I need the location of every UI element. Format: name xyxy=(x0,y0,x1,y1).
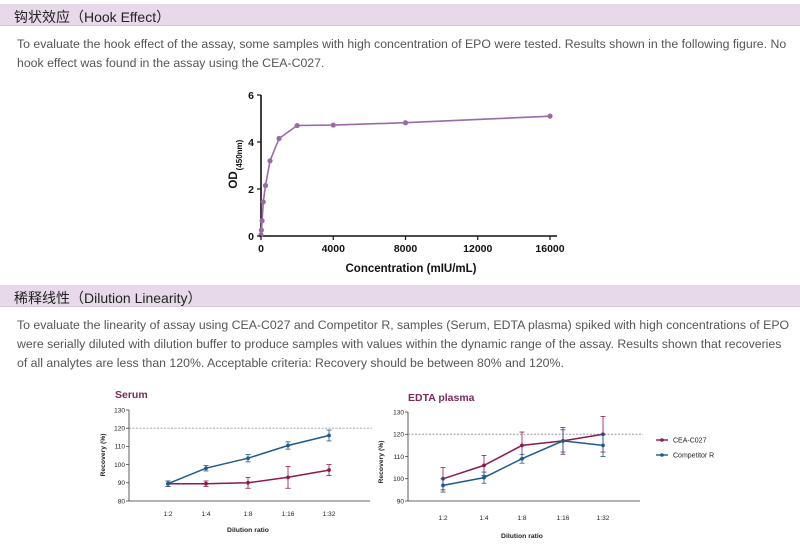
serum-x-tick-label: 1:2 xyxy=(163,511,172,518)
edta-y-axis-label: Recovery (%) xyxy=(378,440,385,483)
hook-x-axis-label: Concentration (mIU/mL) xyxy=(346,263,477,275)
hook-data-point xyxy=(258,227,264,233)
serum-marks xyxy=(129,427,372,489)
hook-data-point xyxy=(267,158,273,164)
serum-y-tick-label: 90 xyxy=(118,480,126,487)
hook-data-point xyxy=(276,135,282,142)
serum-y-axis-label: Recovery (%) xyxy=(100,433,107,476)
hook-y-tick-label: 6 xyxy=(248,90,254,102)
serum-cea-point xyxy=(327,468,331,472)
hook-y-axis-label: OD xyxy=(228,171,240,188)
edta-cea-point xyxy=(520,443,524,448)
edta-competitor-point xyxy=(482,475,486,480)
edta-competitor-point xyxy=(520,456,524,461)
dilution-linearity-title: 稀释线性（Dilution Linearity） xyxy=(14,290,202,306)
serum-x-axis-label: Dilution ratio xyxy=(227,527,269,534)
serum-cea-point xyxy=(204,481,208,486)
serum-x-tick-label: 1:4 xyxy=(201,511,210,518)
hook-data-point xyxy=(402,120,409,126)
edta-marks xyxy=(408,416,643,493)
serum-competitor-point xyxy=(286,443,290,448)
hook-x-tick-label: 0 xyxy=(258,243,264,255)
edta-x-tick-label: 1:8 xyxy=(517,515,526,522)
edta-x-axis-label: Dilution ratio xyxy=(501,533,543,540)
edta-y-tick-label: 120 xyxy=(393,432,404,439)
dilution-linearity-header: 稀释线性（Dilution Linearity） xyxy=(0,285,800,307)
hook-data-point xyxy=(294,122,300,129)
serum-cea-point xyxy=(246,480,250,485)
serum-y-tick-label: 80 xyxy=(118,498,126,505)
legend-cea-marker xyxy=(660,438,664,442)
serum-competitor-point xyxy=(166,481,170,486)
hook-x-tick-label: 4000 xyxy=(322,243,346,255)
edta-legend: CEA-C027 Competitor R xyxy=(656,438,714,460)
serum-y-tick-label: 120 xyxy=(114,426,125,433)
serum-competitor-point xyxy=(204,466,208,471)
hook-data-point xyxy=(330,122,336,128)
serum-y-tick-label: 100 xyxy=(114,462,125,469)
legend-competitor-label: Competitor R xyxy=(673,453,714,460)
dilution-linearity-description: To evaluate the linearity of assay using… xyxy=(17,318,790,370)
hook-y-ticks: 0 2 4 6 xyxy=(248,90,261,243)
edta-cea-line xyxy=(442,433,604,480)
hook-data-point xyxy=(259,218,265,224)
edta-chart-title: EDTA plasma xyxy=(408,392,475,404)
hook-data-point xyxy=(260,199,266,205)
hook-effect-header: 钩状效应（Hook Effect） xyxy=(0,4,800,26)
hook-y-tick-label: 0 xyxy=(248,231,254,243)
serum-x-tick-label: 1:32 xyxy=(323,511,336,518)
hook-data-point xyxy=(262,182,269,189)
edta-chart: EDTA plasma 90 100 110 120 130 1:2 1:4 1:8 1:16 1… xyxy=(378,392,643,540)
hook-effect-title: 钩状效应（Hook Effect） xyxy=(14,9,171,25)
hook-x-tick-label: 12000 xyxy=(463,243,492,255)
serum-y-tick-label: 130 xyxy=(114,407,125,414)
hook-effect-description: To evaluate the hook effect of the assay… xyxy=(17,37,787,70)
edta-y-tick-label: 100 xyxy=(393,476,404,483)
hook-x-tick-label: 16000 xyxy=(535,243,564,255)
serum-competitor-point xyxy=(246,456,250,461)
serum-x-tick-label: 1:16 xyxy=(282,511,295,518)
edta-competitor-point xyxy=(601,443,605,448)
hook-y-tick-label: 2 xyxy=(248,184,254,196)
edta-cea-point xyxy=(482,463,486,468)
edta-x-tick-label: 1:4 xyxy=(479,515,488,522)
edta-x-tick-label: 1:2 xyxy=(438,515,447,522)
serum-y-tick-label: 110 xyxy=(115,444,126,451)
edta-x-tick-label: 1:32 xyxy=(597,515,610,522)
serum-chart-title: Serum xyxy=(115,389,148,401)
serum-axes: 80 90 100 110 120 130 1:2 1:4 1:8 1:16 1:32 xyxy=(114,407,370,518)
edta-axes: 90 100 110 120 130 1:2 1:4 1:8 1:16 1:32 xyxy=(393,409,640,522)
edta-y-tick-label: 130 xyxy=(393,409,404,416)
edta-y-tick-label: 110 xyxy=(394,454,405,461)
edta-y-tick-label: 90 xyxy=(397,498,405,505)
legend-competitor-marker xyxy=(660,453,664,457)
serum-x-tick-label: 1:8 xyxy=(243,511,252,518)
hook-y-tick-label: 4 xyxy=(248,137,254,149)
hook-data-point xyxy=(547,113,553,119)
legend-cea-label: CEA-C027 xyxy=(673,438,707,445)
edta-competitor-point xyxy=(441,483,445,488)
hook-axes xyxy=(260,95,557,237)
serum-cea-point xyxy=(286,475,290,480)
hook-x-ticks: 0 4000 8000 12000 16000 xyxy=(258,236,565,255)
serum-competitor-point xyxy=(327,433,331,438)
edta-x-tick-label: 1:16 xyxy=(557,515,570,522)
edta-competitor-point xyxy=(561,439,565,443)
hook-y-axis-sublabel: (450nm) xyxy=(235,139,244,170)
hook-x-tick-label: 8000 xyxy=(394,243,418,255)
